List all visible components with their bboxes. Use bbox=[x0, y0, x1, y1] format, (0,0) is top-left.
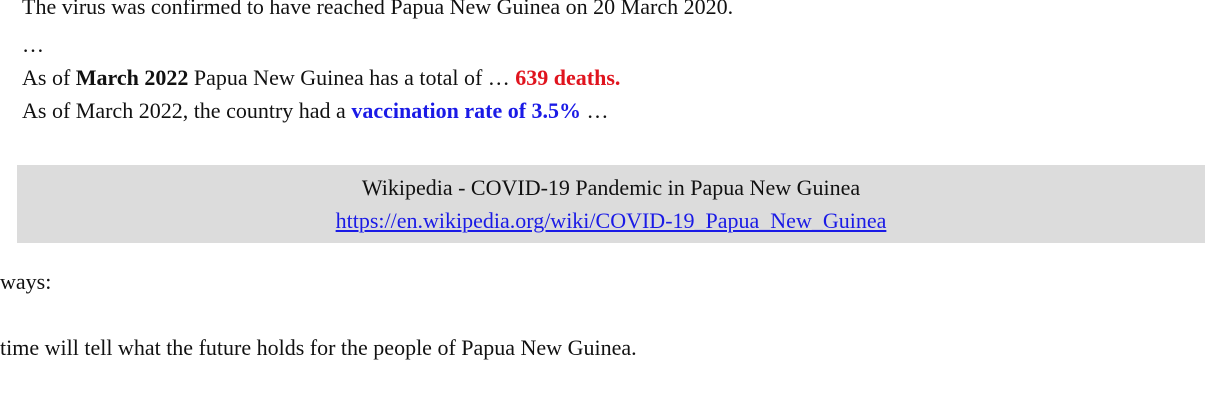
source-box: Wikipedia - COVID-19 Pandemic in Papua N… bbox=[17, 165, 1205, 243]
paragraph: time will tell what the future holds for… bbox=[0, 335, 637, 360]
source-link[interactable]: https://en.wikipedia.org/wiki/COVID-19_P… bbox=[335, 208, 887, 233]
text-segment: vaccination rate of 3.5% bbox=[351, 98, 582, 123]
text-segment: 639 deaths. bbox=[515, 65, 621, 90]
paragraph: ways: bbox=[0, 269, 52, 294]
quote-line: As of March 2022, the country had a vacc… bbox=[22, 98, 609, 124]
source-title: Wikipedia - COVID-19 Pandemic in Papua N… bbox=[361, 175, 861, 200]
quote-line: As of March 2022 Papua New Guinea has a … bbox=[22, 65, 620, 91]
text-segment: Papua New Guinea has a total of … bbox=[188, 65, 516, 90]
text-segment: … bbox=[22, 32, 44, 57]
quote-line: … bbox=[22, 32, 44, 58]
text-segment: … bbox=[581, 98, 609, 123]
quote-line: The virus was confirmed to have reached … bbox=[22, 0, 733, 20]
text-segment: March 2022 bbox=[75, 65, 189, 90]
text-segment: As of bbox=[22, 65, 76, 90]
text-segment: As of March 2022, the country had a bbox=[22, 98, 352, 123]
text-segment: The virus was confirmed to have reached … bbox=[22, 0, 734, 19]
